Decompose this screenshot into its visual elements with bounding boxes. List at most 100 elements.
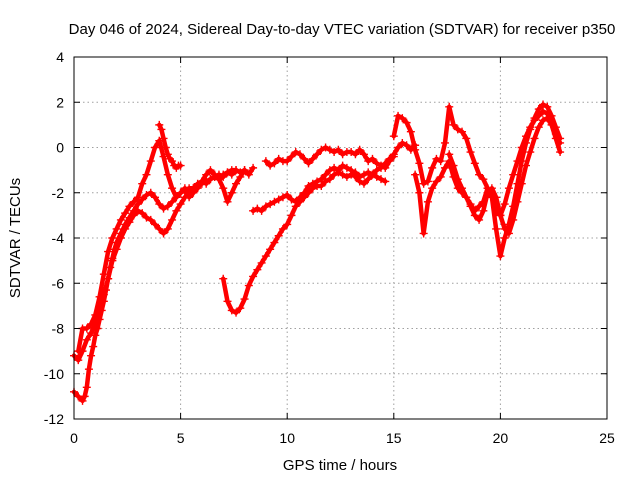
data-point (325, 166, 334, 175)
data-point (359, 179, 368, 188)
data-point (445, 150, 454, 159)
data-point (547, 120, 556, 129)
data-point (385, 157, 394, 166)
data-point (308, 154, 317, 163)
data-point (517, 157, 526, 166)
data-point (423, 197, 432, 206)
data-point (232, 179, 241, 188)
data-point (161, 143, 170, 152)
data-point (466, 202, 475, 211)
data-point (398, 114, 407, 123)
data-point (338, 150, 347, 159)
data-point (364, 168, 373, 177)
data-point (402, 118, 411, 127)
data-point (389, 152, 398, 161)
data-point (342, 172, 351, 181)
data-point (151, 220, 160, 229)
data-point (95, 292, 104, 301)
data-point (500, 234, 509, 242)
data-point (449, 120, 458, 129)
data-point (87, 329, 96, 338)
data-point (445, 102, 454, 111)
data-point (351, 172, 360, 181)
data-point (163, 202, 172, 211)
data-point (462, 134, 471, 143)
data-point (330, 148, 339, 157)
data-point (155, 120, 164, 129)
data-point (172, 193, 181, 202)
data-point (163, 150, 172, 159)
data-point (453, 175, 462, 184)
x-tick-label: 15 (386, 430, 402, 446)
data-point (266, 161, 275, 170)
data-point (436, 157, 445, 166)
series-line (76, 138, 247, 354)
data-point (342, 163, 351, 172)
data-point (278, 224, 287, 233)
data-point (492, 224, 501, 233)
data-point (496, 211, 505, 220)
data-point (428, 184, 437, 193)
data-point (526, 148, 535, 157)
data-point (253, 204, 262, 213)
data-point (202, 170, 211, 179)
data-point (176, 188, 185, 197)
data-point (185, 193, 194, 202)
data-point (266, 245, 275, 254)
data-point (539, 107, 548, 116)
data-point (261, 252, 270, 261)
data-point (534, 123, 543, 132)
series-6 (249, 161, 390, 215)
data-point (372, 159, 381, 168)
data-point (295, 193, 304, 202)
data-point (159, 152, 168, 161)
data-point (219, 274, 228, 283)
data-point (274, 231, 283, 240)
data-point (475, 215, 484, 224)
data-point (155, 200, 164, 209)
data-point (91, 331, 100, 340)
data-point (176, 200, 185, 209)
data-point (389, 132, 398, 141)
data-point (530, 114, 539, 123)
y-tick-label: -8 (52, 321, 65, 337)
data-point (283, 191, 292, 200)
data-point (133, 206, 142, 215)
data-point (133, 193, 142, 202)
data-point (470, 211, 479, 220)
data-point (227, 306, 236, 315)
data-point (223, 197, 232, 206)
data-point (257, 206, 266, 215)
data-point (398, 138, 407, 147)
y-tick-label: 2 (56, 94, 64, 110)
data-point (449, 161, 458, 170)
data-point (82, 324, 91, 333)
data-point (253, 265, 262, 274)
data-point (539, 100, 548, 109)
data-point (261, 202, 270, 211)
data-point (317, 181, 326, 190)
data-point (214, 175, 223, 184)
data-point (364, 175, 373, 184)
data-point (483, 188, 492, 197)
data-point (104, 274, 113, 283)
data-point (406, 127, 415, 136)
data-point (180, 184, 189, 193)
data-point (415, 159, 424, 168)
data-point (146, 188, 155, 197)
data-point (338, 161, 347, 170)
data-point (534, 105, 543, 114)
x-tick-label: 25 (599, 430, 615, 446)
data-point (232, 166, 241, 175)
data-point (347, 148, 356, 157)
data-point (504, 229, 513, 238)
data-point (168, 197, 177, 206)
data-point (496, 252, 505, 261)
data-point (257, 258, 266, 267)
data-point (479, 175, 488, 184)
data-point (419, 179, 428, 188)
data-point (227, 188, 236, 197)
data-point (321, 143, 330, 152)
data-point (142, 170, 151, 179)
data-point (74, 347, 83, 356)
